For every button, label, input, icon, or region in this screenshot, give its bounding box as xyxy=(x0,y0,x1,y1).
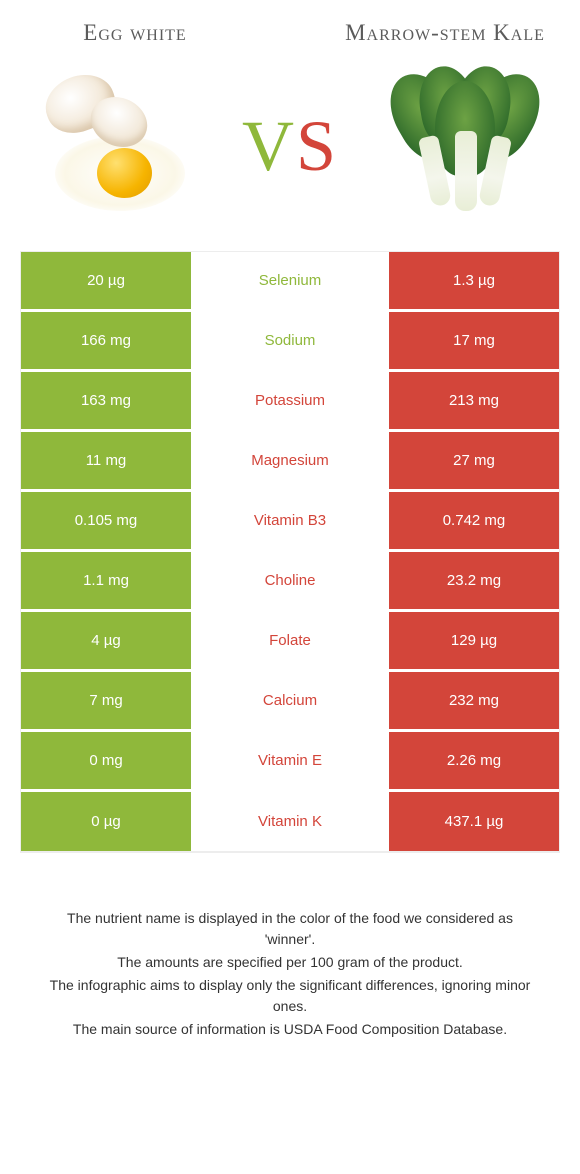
right-value-cell: 437.1 µg xyxy=(389,792,559,851)
right-value-cell: 213 mg xyxy=(389,372,559,429)
left-value-cell: 0 µg xyxy=(21,792,191,851)
right-value-cell: 23.2 mg xyxy=(389,552,559,609)
right-food-title: Marrow-stem Kale xyxy=(340,20,550,46)
footnote-line: The nutrient name is displayed in the co… xyxy=(40,908,540,950)
nutrient-name-cell: Selenium xyxy=(191,252,389,309)
table-row: 20 µgSelenium1.3 µg xyxy=(21,252,559,312)
right-value-cell: 232 mg xyxy=(389,672,559,729)
left-food-title: Egg white xyxy=(30,20,240,46)
table-row: 4 µgFolate129 µg xyxy=(21,612,559,672)
kale-icon xyxy=(380,61,550,231)
table-row: 0.105 mgVitamin B30.742 mg xyxy=(21,492,559,552)
nutrient-name-cell: Potassium xyxy=(191,372,389,429)
left-value-cell: 0 mg xyxy=(21,732,191,789)
nutrient-name-cell: Choline xyxy=(191,552,389,609)
footnote-line: The main source of information is USDA F… xyxy=(40,1019,540,1040)
right-value-cell: 129 µg xyxy=(389,612,559,669)
nutrient-name-cell: Vitamin E xyxy=(191,732,389,789)
right-value-cell: 2.26 mg xyxy=(389,732,559,789)
left-value-cell: 166 mg xyxy=(21,312,191,369)
left-value-cell: 0.105 mg xyxy=(21,492,191,549)
egg-icon xyxy=(30,61,200,231)
left-value-cell: 20 µg xyxy=(21,252,191,309)
nutrient-name-cell: Vitamin K xyxy=(191,792,389,851)
nutrient-name-cell: Vitamin B3 xyxy=(191,492,389,549)
nutrient-table: 20 µgSelenium1.3 µg166 mgSodium17 mg163 … xyxy=(20,251,560,853)
table-row: 0 µgVitamin K437.1 µg xyxy=(21,792,559,852)
right-value-cell: 17 mg xyxy=(389,312,559,369)
table-row: 1.1 mgCholine23.2 mg xyxy=(21,552,559,612)
footnotes: The nutrient name is displayed in the co… xyxy=(10,908,570,1040)
left-value-cell: 11 mg xyxy=(21,432,191,489)
vs-row: VS xyxy=(10,56,570,251)
table-row: 11 mgMagnesium27 mg xyxy=(21,432,559,492)
table-row: 0 mgVitamin E2.26 mg xyxy=(21,732,559,792)
right-value-cell: 0.742 mg xyxy=(389,492,559,549)
nutrient-name-cell: Sodium xyxy=(191,312,389,369)
title-row: Egg white Marrow-stem Kale xyxy=(10,20,570,56)
left-value-cell: 163 mg xyxy=(21,372,191,429)
left-value-cell: 1.1 mg xyxy=(21,552,191,609)
footnote-line: The amounts are specified per 100 gram o… xyxy=(40,952,540,973)
table-row: 7 mgCalcium232 mg xyxy=(21,672,559,732)
left-value-cell: 4 µg xyxy=(21,612,191,669)
vs-label: VS xyxy=(242,105,338,188)
vs-letter-s: S xyxy=(296,106,338,186)
left-value-cell: 7 mg xyxy=(21,672,191,729)
right-value-cell: 1.3 µg xyxy=(389,252,559,309)
footnote-line: The infographic aims to display only the… xyxy=(40,975,540,1017)
nutrient-name-cell: Magnesium xyxy=(191,432,389,489)
vs-letter-v: V xyxy=(242,106,296,186)
nutrient-name-cell: Folate xyxy=(191,612,389,669)
infographic-container: Egg white Marrow-stem Kale VS xyxy=(0,0,580,1040)
table-row: 163 mgPotassium213 mg xyxy=(21,372,559,432)
nutrient-name-cell: Calcium xyxy=(191,672,389,729)
table-row: 166 mgSodium17 mg xyxy=(21,312,559,372)
right-value-cell: 27 mg xyxy=(389,432,559,489)
